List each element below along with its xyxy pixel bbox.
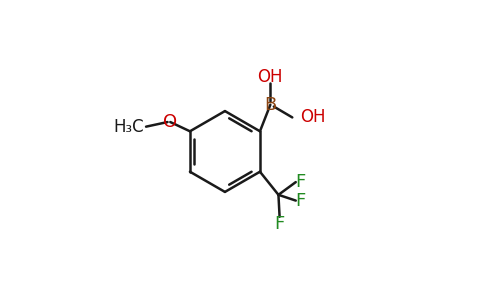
Text: F: F xyxy=(274,215,285,233)
Text: F: F xyxy=(296,173,306,191)
Text: O: O xyxy=(163,113,177,131)
Text: OH: OH xyxy=(257,68,283,86)
Text: OH: OH xyxy=(300,108,325,126)
Text: H₃C: H₃C xyxy=(113,118,144,136)
Text: B: B xyxy=(264,96,276,114)
Text: F: F xyxy=(296,192,306,210)
